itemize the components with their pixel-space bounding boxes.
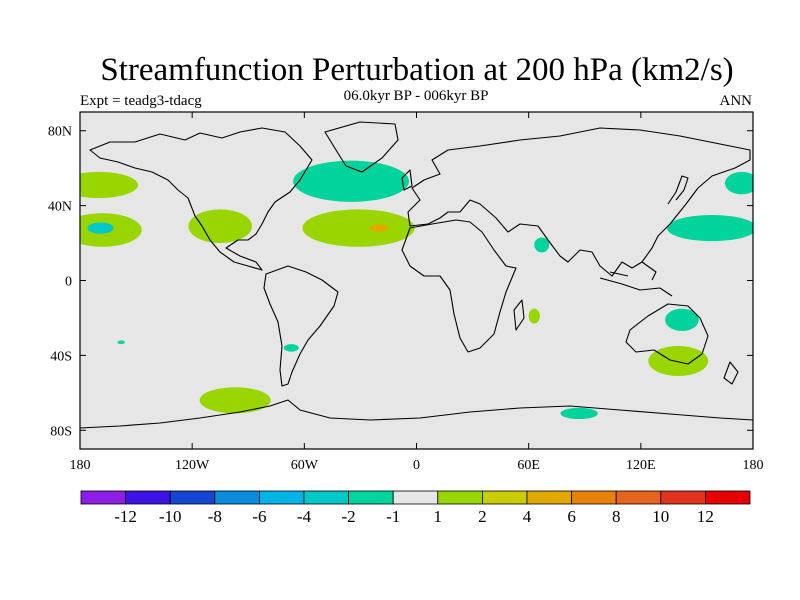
coastline-africa xyxy=(401,219,517,353)
axis-ticks: 80N 40N 0 40S 80S 180 120W 60W 0 60E 120E 180 xyxy=(48,112,764,473)
anomaly-region-southern-ocean-pacific-positive xyxy=(199,387,271,414)
colorbar-label: 6 xyxy=(567,507,576,526)
anomaly-region-north-pacific-west-positive xyxy=(80,171,138,199)
colorbar-swatch xyxy=(125,490,171,505)
coastline-indonesia xyxy=(599,261,673,297)
lon-tick-label: 180 xyxy=(70,458,91,473)
anomaly-region-atlantic-subtropical-positive xyxy=(302,209,415,247)
colorbar-label: 2 xyxy=(478,507,487,526)
coastline-eurasia xyxy=(407,127,751,277)
anomaly-region-southern-ocean-indian-negative xyxy=(560,407,598,420)
colorbar-swatch xyxy=(303,490,349,505)
period-label: 06.0kyr BP - 006kyr BP xyxy=(343,88,489,104)
lon-tick-label: 60W xyxy=(291,458,319,473)
anomaly-region-arabian-sea-negative xyxy=(534,237,550,253)
coastline-antarctica xyxy=(80,399,753,429)
anomaly-region-south-indian-ocean-positive xyxy=(648,346,709,376)
colorbar-swatch xyxy=(526,490,572,505)
lon-tick-label: 120W xyxy=(175,458,210,473)
coastline-south-america xyxy=(263,265,339,387)
colorbar-label: 1 xyxy=(434,507,443,526)
colorbar-label: 4 xyxy=(523,507,532,526)
colorbar-swatch xyxy=(437,490,483,505)
colorbar-label: 10 xyxy=(652,507,669,526)
colorbar-label: 12 xyxy=(697,507,714,526)
lon-tick-label: 0 xyxy=(413,458,420,473)
anomaly-region-indian-ocean-positive xyxy=(528,308,540,324)
colorbar-label: -2 xyxy=(342,507,356,526)
colorbar-swatch xyxy=(615,490,662,505)
map-background xyxy=(80,112,753,449)
lat-tick-label: 40S xyxy=(50,349,72,364)
anomaly-regions xyxy=(80,160,753,420)
coastline-north-america xyxy=(89,127,313,271)
lon-tick-label: 120E xyxy=(626,458,656,473)
colorbar-label: -12 xyxy=(114,507,137,526)
anomaly-region-north-america-positive xyxy=(188,209,252,244)
colorbar-swatch xyxy=(392,490,439,505)
colorbar: -12 -10 -8 -6 -4 -2 -1 1 2 4 6 8 10 12 xyxy=(80,490,751,526)
anomaly-region-south-america-negative xyxy=(283,344,299,352)
colorbar-swatch xyxy=(258,490,305,505)
anomaly-region-australia-negative xyxy=(665,308,699,332)
anomaly-region-north-pacific-east-negative xyxy=(724,171,753,195)
anomaly-region-pacific-subtropical-core xyxy=(87,222,114,234)
lat-tick-label: 80N xyxy=(48,125,72,140)
coastline-new-zealand xyxy=(723,361,739,385)
lon-tick-label: 180 xyxy=(743,458,764,473)
experiment-label: Expt = teadg3-tdacg xyxy=(80,93,202,109)
lat-tick-label: 40N xyxy=(48,200,72,215)
colorbar-label: -4 xyxy=(297,507,312,526)
colorbar-label: -6 xyxy=(252,507,266,526)
colorbar-swatch xyxy=(80,490,126,505)
lat-tick-label: 0 xyxy=(65,275,72,290)
coastlines xyxy=(80,121,753,429)
coastline-madagascar xyxy=(513,299,525,331)
anomaly-region-atlantic-subtropical-core xyxy=(369,224,389,232)
anomaly-region-south-pacific-dot-negative xyxy=(117,340,125,345)
lat-tick-label: 80S xyxy=(50,424,72,439)
coastline-japan xyxy=(667,175,689,205)
colorbar-swatch xyxy=(571,490,617,505)
colorbar-swatch xyxy=(169,490,216,505)
coastline-british-isles xyxy=(401,169,413,191)
season-label: ANN xyxy=(719,93,753,109)
anomaly-region-west-pacific-subtropical-negative xyxy=(667,214,753,242)
coastline-greenland xyxy=(324,121,399,173)
colorbar-swatch xyxy=(481,490,528,505)
colorbar-swatch xyxy=(348,490,394,505)
lon-tick-label: 60E xyxy=(517,458,540,473)
colorbar-label: -10 xyxy=(159,507,182,526)
colorbar-label: -8 xyxy=(208,507,222,526)
colorbar-swatch xyxy=(660,490,706,505)
plot-title: Streamfunction Perturbation at 200 hPa (… xyxy=(100,52,734,88)
colorbar-label: -1 xyxy=(386,507,400,526)
colorbar-swatch xyxy=(705,490,751,505)
anomaly-region-north-atlantic-negative xyxy=(293,160,410,202)
colorbar-label: 8 xyxy=(612,507,621,526)
colorbar-swatch xyxy=(214,490,260,505)
coastline-australia xyxy=(625,303,709,365)
